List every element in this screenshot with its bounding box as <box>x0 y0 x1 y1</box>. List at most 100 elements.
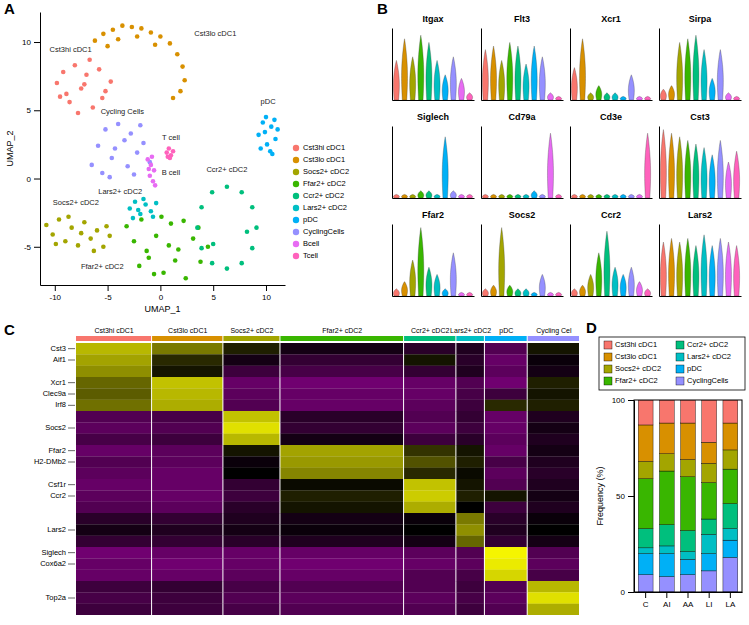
column-bar <box>76 336 151 341</box>
row-leader <box>68 564 75 565</box>
legend-swatch <box>676 377 684 385</box>
point <box>168 41 173 46</box>
point <box>67 100 72 105</box>
bar-segment <box>659 577 674 592</box>
point <box>146 167 151 172</box>
violin <box>604 194 610 198</box>
tick-mark <box>628 400 634 401</box>
tick-label: LI <box>706 600 713 609</box>
heatmap-cell <box>280 524 403 536</box>
tick: 10 <box>262 285 271 302</box>
heatmap-cell <box>223 604 279 615</box>
tick-mark <box>628 592 634 593</box>
axis-line <box>392 29 393 101</box>
heatmap-cell <box>404 558 455 570</box>
point <box>100 171 105 176</box>
bar-segment <box>659 525 674 546</box>
point <box>171 96 176 101</box>
heatmap-cell <box>485 388 527 400</box>
heatmap-cell <box>456 581 484 593</box>
column-label: Ccr2+ cDC2 <box>411 327 449 334</box>
violin <box>612 194 618 198</box>
y-axis-title: Frequency (%) <box>595 466 605 525</box>
violin <box>717 140 723 198</box>
axis-line <box>481 225 482 297</box>
tick: 0 <box>159 285 164 302</box>
cluster-label: T cell <box>162 133 180 142</box>
point <box>105 44 110 49</box>
heatmap-cell <box>152 388 222 400</box>
heatmap-cell <box>456 354 484 366</box>
y-axis <box>659 127 660 199</box>
heatmap-cell <box>280 354 403 366</box>
tick-label: AA <box>683 600 694 609</box>
heatmap-cell <box>528 604 579 615</box>
heatmap-cell <box>528 558 579 570</box>
axis-line <box>392 127 393 199</box>
panel-title: Ffar2 <box>422 210 444 220</box>
point <box>104 224 109 229</box>
bar-segment <box>638 479 653 529</box>
bar-segment <box>681 552 696 560</box>
column-bar <box>485 336 527 341</box>
point <box>116 37 121 42</box>
point <box>169 221 174 226</box>
y-axis-title: UMAP_2 <box>5 130 15 166</box>
violin <box>709 78 715 100</box>
legend-label: pDC <box>687 364 703 373</box>
heatmap-cell <box>280 536 403 548</box>
violin <box>458 194 464 198</box>
legend-label: Socs2+ cDC2 <box>303 167 349 176</box>
heatmap-cell <box>76 400 151 412</box>
heatmap-cell <box>76 558 151 570</box>
panel-title: Cd3e <box>600 112 622 122</box>
heatmap-cell <box>485 411 527 423</box>
axis-line <box>393 100 475 101</box>
violin <box>677 42 683 100</box>
row-leader <box>68 552 75 553</box>
bars <box>638 400 738 592</box>
heatmap-cell <box>152 570 222 582</box>
tick-label: 50 <box>616 492 625 501</box>
heatmap-cell <box>456 366 484 378</box>
point <box>158 34 163 39</box>
violin <box>628 267 634 296</box>
heatmap-cell <box>152 456 222 468</box>
y-axis <box>659 225 660 297</box>
heatmap-cell <box>280 434 403 446</box>
tick-mark <box>666 592 667 598</box>
violin <box>402 194 408 198</box>
heatmap-cell <box>280 490 403 502</box>
violin <box>636 194 642 198</box>
point <box>135 150 140 155</box>
heatmap-cell <box>152 524 222 536</box>
heatmap-cell <box>456 479 484 491</box>
heatmap-cell <box>152 513 222 525</box>
row-leader <box>68 598 75 599</box>
violin <box>434 274 440 296</box>
point <box>139 26 144 31</box>
cluster-label: Cst3hi cDC1 <box>50 45 92 54</box>
violin <box>717 238 723 296</box>
point <box>54 242 59 247</box>
axis-line <box>393 198 475 199</box>
point <box>64 92 69 97</box>
violin <box>556 194 562 198</box>
point <box>141 141 146 146</box>
row-leader <box>68 496 75 497</box>
heatmap-cell <box>528 592 579 604</box>
axis-line <box>634 401 635 593</box>
point <box>132 239 137 244</box>
heatmap-cell <box>152 366 222 378</box>
point <box>138 212 143 217</box>
point <box>50 232 55 237</box>
tick-mark <box>730 592 731 598</box>
heatmap-cell <box>456 468 484 480</box>
legend-label: Lars2+ cDC2 <box>303 203 347 212</box>
column-label: Lars2+ cDC2 <box>450 327 491 334</box>
violin <box>442 75 448 100</box>
bar-segment <box>723 529 738 541</box>
heatmap-cell <box>456 422 484 434</box>
heatmap-cell <box>76 422 151 434</box>
heatmap-cell <box>76 366 151 378</box>
